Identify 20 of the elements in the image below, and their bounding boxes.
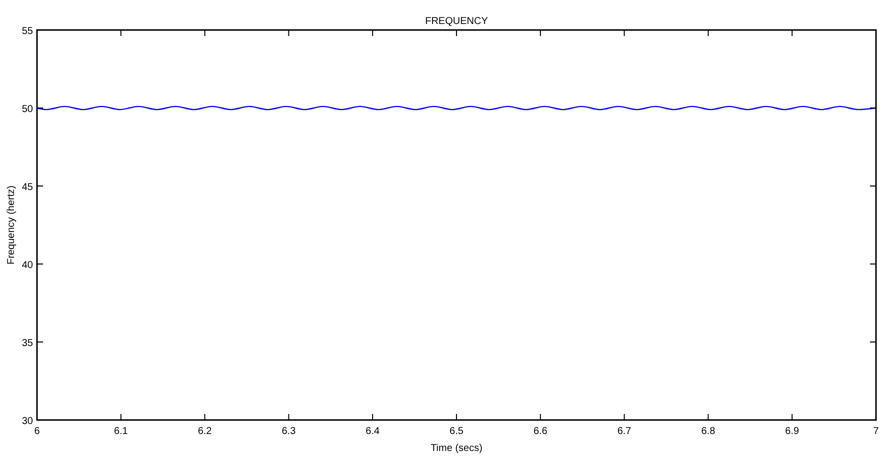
y-tick-label: 30 [22,416,34,427]
x-tick-label: 6.6 [533,426,548,437]
x-tick-label: 6 [34,426,40,437]
x-tick-label: 6.4 [366,426,380,437]
x-tick-label: 6.3 [282,426,296,437]
x-tick-label: 6.5 [450,426,464,437]
x-tick-label: 6.9 [785,426,800,437]
x-tick-label: 7 [873,426,880,437]
y-tick-label: 55 [22,26,34,37]
x-tick-label: 6.8 [701,426,716,437]
y-tick-label: 35 [22,338,34,349]
x-tick-label: 6.1 [114,426,128,437]
y-tick-label: 40 [22,260,34,271]
y-tick-label: 45 [22,182,34,193]
x-tick-label: 6.2 [198,426,212,437]
y-axis-title: Frequency (hertz) [6,186,17,264]
y-tick-label: 50 [22,104,34,115]
x-tick-label: 6.7 [617,426,632,437]
chart-title: FREQUENCY [425,16,488,27]
x-axis-title: Time (secs) [430,443,482,454]
